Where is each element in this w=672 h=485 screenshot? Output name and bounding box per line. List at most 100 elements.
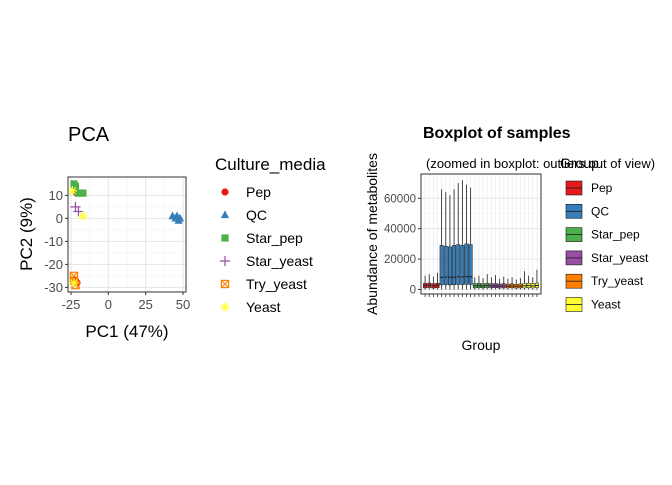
boxplot-panel: Boxplot of samples (zoomed in boxplot: o…: [364, 125, 655, 353]
pca-x-axis: -25 0 25 50: [62, 292, 190, 312]
boxplot-box-qc: [464, 184, 469, 290]
pca-y-tick-label: -30: [44, 280, 63, 295]
boxplot-legend-item: Star_pep: [565, 227, 640, 242]
pca-legend-key: [220, 279, 230, 289]
boxplot-box-star-yeast: [493, 275, 498, 290]
boxplot-box-body: [464, 243, 469, 285]
pca-legend-key: [219, 255, 231, 267]
pca-legend: Pep QC Star_pep Star_yeast Try_yeast Yeast: [219, 184, 313, 315]
pca-legend-item: Star_pep: [221, 230, 303, 246]
boxplot-legend-item: Star_yeast: [565, 250, 649, 266]
boxplot-box-star-yeast: [497, 278, 502, 290]
pca-point-yeast: [67, 186, 78, 196]
boxplot-legend-label: Try_yeast: [591, 274, 644, 288]
boxplot-legend-title: Group: [560, 155, 599, 171]
pca-points: [67, 180, 185, 290]
pca-point-star-pep: [74, 189, 83, 197]
boxplot-box-body: [439, 245, 444, 286]
boxplot-box-qc: [447, 195, 452, 290]
boxplot-title: Boxplot of samples: [423, 125, 571, 142]
boxplot-y-tick-label: 20000: [384, 254, 416, 266]
boxplot-box-try-yeast: [505, 278, 510, 290]
pca-legend-item: QC: [220, 207, 267, 223]
boxplot-box-pep: [435, 272, 440, 290]
pca-y-tick-label: 10: [49, 188, 63, 203]
boxplot-box-qc: [460, 180, 465, 290]
pca-legend-label: Yeast: [246, 299, 281, 315]
pca-panel: PCA -25 0 25 50 -30 -20 -10 0 10 PC1 (47%) PC2 …: [17, 124, 326, 341]
pca-y-axis-label: PC2 (9%): [17, 197, 36, 271]
pca-legend-label: QC: [246, 207, 267, 223]
boxplot-x-axis: [424, 294, 538, 297]
boxplot-box-yeast: [526, 275, 531, 290]
boxplot-y-tick-label: 40000: [384, 224, 416, 236]
boxplot-subtitle: (zoomed in boxplot: outliers out of view…: [426, 156, 655, 171]
boxplot-box-try-yeast: [518, 278, 523, 290]
pca-y-tick-label: 0: [56, 211, 63, 226]
pca-x-tick-label: -25: [62, 297, 81, 312]
pca-legend-title: Culture_media: [215, 155, 326, 174]
pca-x-tick-label: 50: [176, 297, 190, 312]
pca-legend-key: [221, 188, 229, 196]
pca-y-axis: -30 -20 -10 0 10: [44, 188, 68, 295]
pca-legend-item: Yeast: [220, 299, 281, 315]
pca-legend-label: Pep: [246, 184, 271, 200]
pca-legend-item: Star_yeast: [219, 253, 313, 269]
pca-y-tick-label: -10: [44, 234, 63, 249]
boxplot-box-pep: [431, 276, 436, 290]
boxplot-legend-item: QC: [565, 204, 609, 219]
boxplot-box-star-pep: [485, 274, 490, 290]
boxplot-legend-label: QC: [591, 204, 609, 218]
boxplot-legend-label: Yeast: [591, 298, 621, 312]
boxplot-box-body: [468, 244, 473, 285]
boxplot-legend-label: Star_yeast: [591, 251, 649, 265]
boxplot-box-star-yeast: [489, 277, 494, 290]
boxplot-y-tick-label: 0: [410, 284, 416, 296]
boxplot-x-axis-label: Group: [462, 337, 501, 353]
boxplot-legend-label: Star_pep: [591, 228, 640, 242]
pca-point-star-pep: [79, 189, 87, 197]
boxplot-box-yeast: [530, 277, 535, 290]
boxplot-legend-label: Pep: [591, 181, 613, 195]
boxplot-box-pep: [427, 274, 432, 290]
boxplot-box-try-yeast: [514, 279, 519, 290]
pca-x-tick-label: 25: [138, 297, 152, 312]
pca-gridlines: [68, 177, 186, 292]
pca-y-tick-label: -20: [44, 257, 63, 272]
pca-legend-label: Star_pep: [246, 230, 303, 246]
boxplot-legend-item: Try_yeast: [565, 273, 644, 289]
boxplot-box-try-yeast: [510, 277, 515, 290]
pca-legend-label: Star_yeast: [246, 253, 313, 269]
boxplot-box-body: [452, 245, 457, 285]
boxplot-y-tick-label: 60000: [384, 193, 416, 205]
pca-x-axis-label: PC1 (47%): [85, 322, 168, 341]
boxplot-box-body: [460, 245, 465, 285]
pca-point-yeast: [69, 278, 79, 288]
boxplot-box-star-pep: [476, 275, 481, 290]
boxplot-box-qc: [452, 189, 457, 290]
pca-legend-label: Try_yeast: [246, 276, 307, 292]
pca-point-star-yeast: [73, 206, 84, 217]
pca-legend-key: [221, 234, 229, 242]
pca-legend-key: [220, 210, 230, 219]
boxplot-legend-item: Yeast: [565, 297, 621, 312]
boxplot-y-axis: 0 20000 40000 60000: [384, 193, 421, 296]
pca-legend-key: [220, 302, 230, 312]
boxplot-box-body: [443, 245, 448, 285]
boxplot-box-star-pep: [472, 277, 477, 290]
boxplot-box-star-yeast: [501, 276, 506, 290]
boxplot-box-qc: [439, 189, 444, 290]
boxplot-box-qc: [443, 192, 448, 290]
boxplot-box-qc: [468, 187, 473, 290]
boxplot-box-yeast: [522, 271, 527, 290]
boxplot-box-pep: [423, 275, 428, 290]
boxplot-box-yeast: [534, 269, 539, 290]
pca-title: PCA: [68, 124, 110, 146]
boxplot-box-star-pep: [481, 278, 486, 290]
boxplot-plot-area: [420, 173, 542, 295]
boxplot-box-qc: [456, 183, 461, 290]
boxplot-box-body: [447, 246, 452, 286]
pca-point-yeast: [78, 211, 88, 221]
pca-point-star-pep: [71, 182, 80, 190]
